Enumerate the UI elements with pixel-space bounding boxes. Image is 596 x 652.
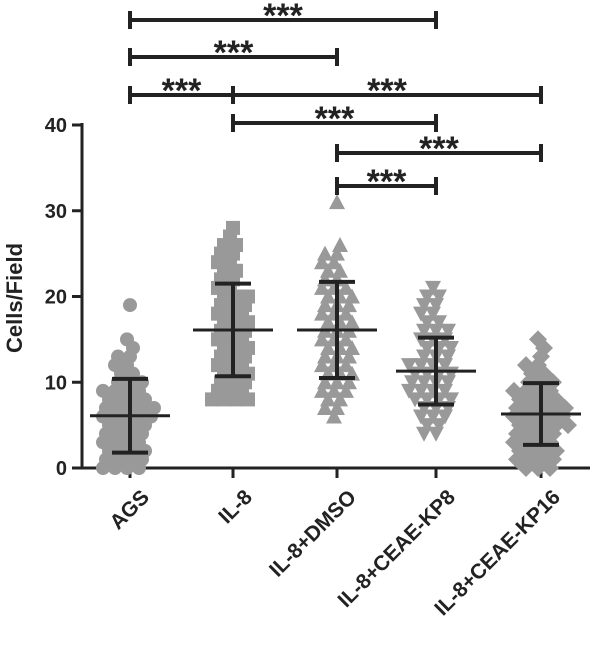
significance-label: *** (214, 34, 254, 72)
significance-label: *** (367, 72, 407, 110)
data-point (344, 288, 360, 304)
data-point (529, 330, 547, 349)
mean-sd-bars (90, 279, 581, 455)
data-point (338, 357, 354, 373)
data-point (443, 340, 459, 356)
data-point (332, 262, 348, 278)
data-point (344, 339, 360, 355)
significance-label: *** (367, 163, 407, 201)
data-point (123, 298, 137, 313)
axes: 0 10 20 30 40 (45, 115, 590, 480)
significance-label: *** (162, 72, 202, 110)
data-point (314, 254, 330, 270)
data-point (314, 305, 330, 321)
data-point (341, 374, 357, 390)
data-point (338, 305, 354, 321)
data-point (241, 289, 255, 304)
data-point (431, 418, 447, 434)
data-point (314, 357, 330, 373)
data-point (320, 262, 336, 278)
data-point (431, 289, 447, 305)
data-point (517, 356, 535, 375)
data-point (341, 348, 357, 364)
data-point (338, 382, 354, 398)
data-point (317, 399, 333, 415)
y-tick-label: 10 (45, 372, 67, 394)
data-point (317, 348, 333, 364)
data-point (320, 339, 336, 355)
y-tick-label: 0 (56, 458, 67, 480)
data-point (147, 400, 161, 415)
data-point (329, 374, 345, 390)
data-point (419, 392, 435, 408)
data-point (320, 288, 336, 304)
significance-brackets: *** *** *** *** *** *** *** (128, 0, 543, 201)
category-label: IL-8+DMSO (265, 486, 361, 582)
data-point (320, 314, 336, 330)
category-label: AGS (105, 486, 153, 534)
y-tick-label: 30 (45, 201, 67, 223)
y-tick-label: 20 (45, 287, 67, 309)
significance-label: *** (419, 130, 459, 168)
data-point (317, 374, 333, 390)
data-point (416, 426, 432, 442)
data-point (326, 382, 342, 398)
data-point (96, 383, 110, 398)
data-point (419, 418, 435, 434)
data-point (431, 315, 447, 331)
significance-label: *** (315, 100, 355, 138)
data-point (314, 382, 330, 398)
data-point (317, 297, 333, 313)
data-point (326, 408, 342, 424)
y-tick-label: 40 (45, 115, 67, 137)
data-point (329, 399, 345, 415)
data-point (341, 297, 357, 313)
data-point (419, 315, 435, 331)
data-point (505, 381, 523, 400)
data-point (320, 391, 336, 407)
data-point (338, 331, 354, 347)
category-label: IL-8 (214, 485, 257, 528)
data-point (401, 358, 417, 374)
data-point (419, 340, 435, 356)
data-point (329, 194, 345, 210)
data-point (111, 349, 125, 364)
data-point (314, 331, 330, 347)
data-point (407, 392, 423, 408)
data-point (226, 220, 240, 235)
data-point (120, 332, 134, 347)
data-point (314, 279, 330, 295)
data-point (332, 237, 348, 253)
data-point (338, 279, 354, 295)
data-point (344, 314, 360, 330)
data-point (326, 254, 342, 270)
data-point (440, 323, 456, 339)
data-point (443, 392, 459, 408)
data-point (332, 391, 348, 407)
data-point (425, 280, 441, 296)
significance-label: *** (263, 0, 303, 35)
data-point (317, 245, 333, 261)
category-labels: AGS IL-8 IL-8+DMSOIL-8+CEAE-KP8IL-8+CEAE-K… (105, 485, 564, 620)
data-point (329, 245, 345, 261)
y-axis-label: Cells/Field (2, 243, 27, 353)
data-point (419, 289, 435, 305)
